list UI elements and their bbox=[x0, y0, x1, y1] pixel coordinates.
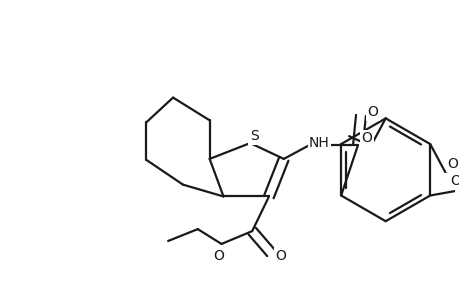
Text: S: S bbox=[249, 129, 258, 143]
Text: O: O bbox=[449, 174, 459, 188]
Text: O: O bbox=[447, 157, 458, 171]
Text: O: O bbox=[367, 105, 377, 119]
Text: NH: NH bbox=[308, 136, 329, 150]
Text: O: O bbox=[275, 249, 285, 263]
Text: O: O bbox=[213, 249, 224, 263]
Text: O: O bbox=[361, 131, 371, 145]
